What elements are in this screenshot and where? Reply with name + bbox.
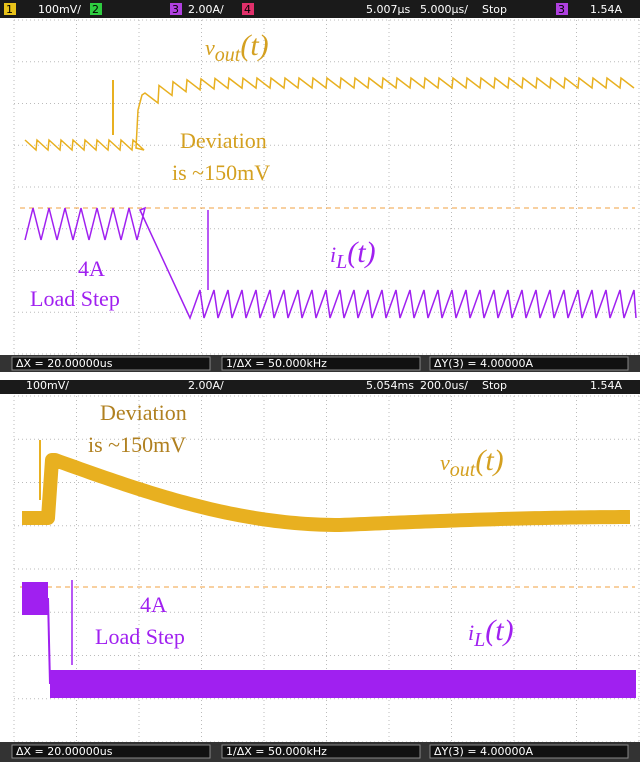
il-label: iL(t)	[330, 236, 376, 273]
delta-x: ΔX = 20.00000us	[16, 357, 113, 370]
deviation-label: Deviation	[180, 128, 267, 153]
delta-x: ΔX = 20.00000us	[16, 745, 113, 758]
vout-label: vout(t)	[205, 29, 269, 66]
run-state: Stop	[482, 379, 507, 392]
delta-y: ΔY(3) = 4.00000A	[434, 745, 534, 758]
trigger-level: 1.54A	[590, 379, 622, 392]
deviation-label: is ~150mV	[88, 432, 186, 457]
delay: 5.007µs	[366, 3, 410, 16]
il-trace	[48, 598, 50, 684]
screenshot: 1 100mV/ 2 3 2.00A/ 4 5.007µs 5.000µs/ S…	[0, 0, 640, 762]
load-step-label: Load Step	[30, 286, 120, 311]
load-step-label: Load Step	[95, 624, 185, 649]
ch-number: 4	[244, 3, 251, 16]
il-label: iL(t)	[468, 614, 514, 651]
deviation-label: is ~150mV	[172, 160, 270, 185]
delta-y: ΔY(3) = 4.00000A	[434, 357, 534, 370]
page: {"top_panel": { "header": {"ch1": "1", "…	[0, 0, 640, 762]
deviation-label: Deviation	[100, 400, 187, 425]
timebase: 5.000µs/	[420, 3, 468, 16]
load-step-label: 4A	[140, 592, 167, 617]
inverse-delta-x: 1/ΔX = 50.000kHz	[226, 357, 327, 370]
il-trace	[50, 670, 636, 698]
ch-scale: 2.00A/	[188, 3, 224, 16]
inverse-delta-x: 1/ΔX = 50.000kHz	[226, 745, 327, 758]
ch-scale: 2.00A/	[188, 379, 224, 392]
load-step-label: 4A	[78, 256, 105, 281]
ch-scale: 100mV/	[38, 3, 81, 16]
ch-number: 3	[172, 3, 179, 16]
il-trace	[22, 582, 48, 615]
ch-number: 3	[558, 3, 565, 16]
run-state: Stop	[482, 3, 507, 16]
timebase: 200.0us/	[420, 379, 468, 392]
ch-scale: 100mV/	[26, 379, 69, 392]
ch-number: 2	[92, 3, 99, 16]
vout-label: vout(t)	[440, 444, 504, 481]
vout-trace	[25, 78, 634, 150]
ch-number: 1	[6, 3, 13, 16]
trigger-level: 1.54A	[590, 3, 622, 16]
header-bar	[0, 380, 640, 394]
delay: 5.054ms	[366, 379, 414, 392]
